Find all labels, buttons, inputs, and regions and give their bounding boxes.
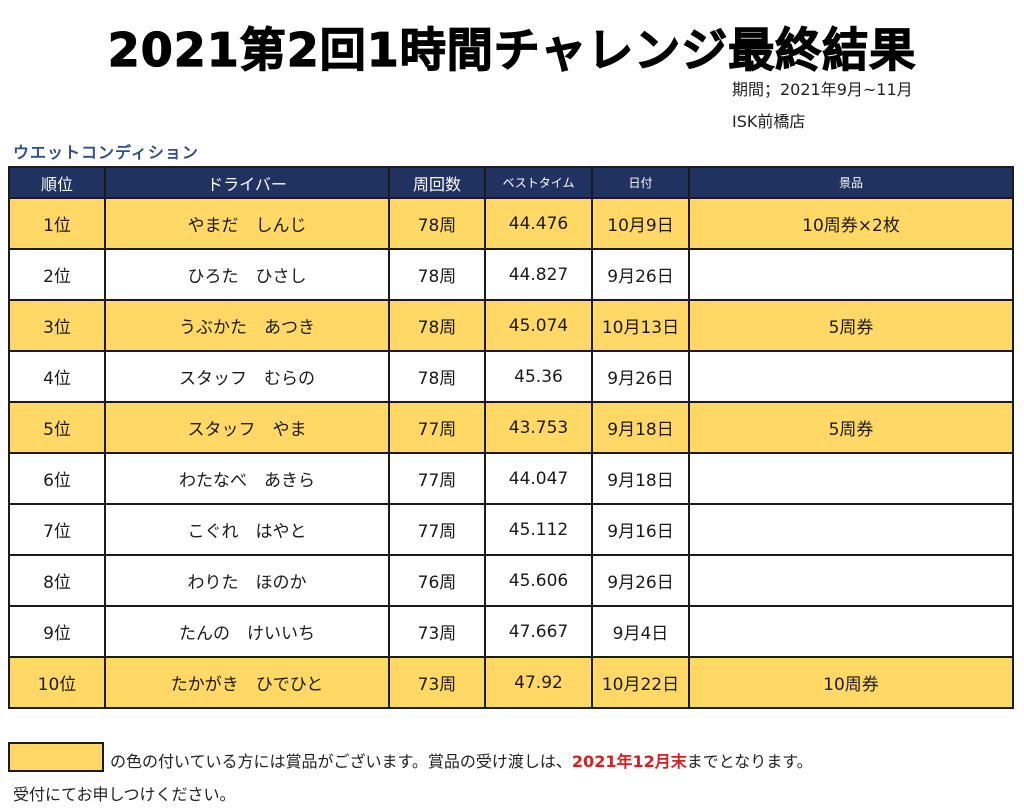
prize-deadline: 2021年12月末: [571, 752, 687, 771]
rank-cell: 2位: [8, 248, 106, 301]
driver-cell: うぶかた あつき: [104, 299, 390, 352]
best-time-cell: 43.753: [484, 401, 593, 454]
table-row: 2位 ひろた ひさし 78周 44.827 9月26日: [8, 248, 1014, 301]
best-time-cell: 45.36: [484, 350, 593, 403]
laps-cell: 77周: [388, 452, 486, 505]
date-cell: 9月16日: [591, 503, 690, 556]
best-time-cell: 44.827: [484, 248, 593, 301]
laps-cell: 77周: [388, 503, 486, 556]
date-cell: 10月13日: [591, 299, 690, 352]
rank-cell: 7位: [8, 503, 106, 556]
prize-cell: 5周券: [688, 299, 1014, 352]
rank-cell: 1位: [8, 197, 106, 250]
reception-note: 受付にてお申しつけください。: [13, 785, 236, 804]
driver-cell: やまだ しんじ: [104, 197, 390, 250]
driver-cell: わりた ほのか: [104, 554, 390, 607]
best-time-cell: 44.047: [484, 452, 593, 505]
table-row: 5位 スタッフ やま 77周 43.753 9月18日 5周券: [8, 401, 1014, 454]
laps-cell: 78周: [388, 197, 486, 250]
laps-cell: 78周: [388, 299, 486, 352]
table-row: 8位 わりた ほのか 76周 45.606 9月26日: [8, 554, 1014, 607]
prize-cell: 10周券×2枚: [688, 197, 1014, 250]
table-row: 9位 たんの けいいち 73周 47.667 9月4日: [8, 605, 1014, 658]
condition-label: ウエットコンディション: [13, 143, 199, 162]
header-laps: 周回数: [388, 166, 486, 199]
rank-cell: 5位: [8, 401, 106, 454]
driver-cell: ひろた ひさし: [104, 248, 390, 301]
driver-cell: わたなべ あきら: [104, 452, 390, 505]
laps-cell: 78周: [388, 350, 486, 403]
prize-cell: [688, 554, 1014, 607]
rank-cell: 4位: [8, 350, 106, 403]
prize-note-text: の色の付いている方には賞品がございます。賞品の受け渡しは、: [110, 752, 572, 771]
table-row: 1位 やまだ しんじ 78周 44.476 10月9日 10周券×2枚: [8, 197, 1014, 250]
rank-cell: 8位: [8, 554, 106, 607]
table-row: 4位 スタッフ むらの 78周 45.36 9月26日: [8, 350, 1014, 403]
best-time-cell: 44.476: [484, 197, 593, 250]
store-name: ISK前橋店: [732, 112, 806, 131]
rank-cell: 10位: [8, 656, 106, 709]
laps-cell: 76周: [388, 554, 486, 607]
driver-cell: スタッフ やま: [104, 401, 390, 454]
best-time-cell: 45.112: [484, 503, 593, 556]
date-cell: 9月26日: [591, 554, 690, 607]
header-rank: 順位: [8, 166, 106, 199]
prize-cell: [688, 350, 1014, 403]
prize-note: の色の付いている方には賞品がございます。賞品の受け渡しは、2021年12月末まで…: [110, 748, 813, 772]
best-time-cell: 45.606: [484, 554, 593, 607]
laps-cell: 73周: [388, 605, 486, 658]
date-cell: 9月26日: [591, 350, 690, 403]
best-time-cell: 47.92: [484, 656, 593, 709]
date-cell: 9月26日: [591, 248, 690, 301]
table-row: 7位 こぐれ はやと 77周 45.112 9月16日: [8, 503, 1014, 556]
best-time-cell: 47.667: [484, 605, 593, 658]
header-driver: ドライバー: [104, 166, 390, 199]
table-header-row: 順位 ドライバー 周回数 ベストタイム 日付 景品: [8, 166, 1014, 199]
best-time-cell: 45.074: [484, 299, 593, 352]
event-period: 期間；2021年9月~11月: [732, 80, 913, 99]
driver-cell: こぐれ はやと: [104, 503, 390, 556]
laps-cell: 78周: [388, 248, 486, 301]
rank-cell: 6位: [8, 452, 106, 505]
driver-cell: たかがき ひでひと: [104, 656, 390, 709]
date-cell: 9月18日: [591, 452, 690, 505]
highlight-color-swatch: [8, 742, 104, 772]
date-cell: 10月22日: [591, 656, 690, 709]
table-row: 6位 わたなべ あきら 77周 44.047 9月18日: [8, 452, 1014, 505]
rank-cell: 3位: [8, 299, 106, 352]
date-cell: 10月9日: [591, 197, 690, 250]
table-row: 10位 たかがき ひでひと 73周 47.92 10月22日 10周券: [8, 656, 1014, 709]
prize-cell: 10周券: [688, 656, 1014, 709]
date-cell: 9月4日: [591, 605, 690, 658]
prize-cell: 5周券: [688, 401, 1014, 454]
prize-cell: [688, 503, 1014, 556]
header-prize: 景品: [688, 166, 1014, 199]
table-row: 3位 うぶかた あつき 78周 45.074 10月13日 5周券: [8, 299, 1014, 352]
prize-cell: [688, 605, 1014, 658]
date-cell: 9月18日: [591, 401, 690, 454]
prize-note-text-end: までとなります。: [686, 752, 813, 771]
driver-cell: スタッフ むらの: [104, 350, 390, 403]
results-table: 順位 ドライバー 周回数 ベストタイム 日付 景品 1位 やまだ しんじ 78周 44…: [8, 166, 1014, 709]
prize-cell: [688, 248, 1014, 301]
header-date: 日付: [591, 166, 690, 199]
rank-cell: 9位: [8, 605, 106, 658]
prize-cell: [688, 452, 1014, 505]
page-title: 2021第2回1時間チャレンジ最終結果: [107, 22, 917, 77]
laps-cell: 77周: [388, 401, 486, 454]
driver-cell: たんの けいいち: [104, 605, 390, 658]
header-best-time: ベストタイム: [484, 166, 593, 199]
laps-cell: 73周: [388, 656, 486, 709]
